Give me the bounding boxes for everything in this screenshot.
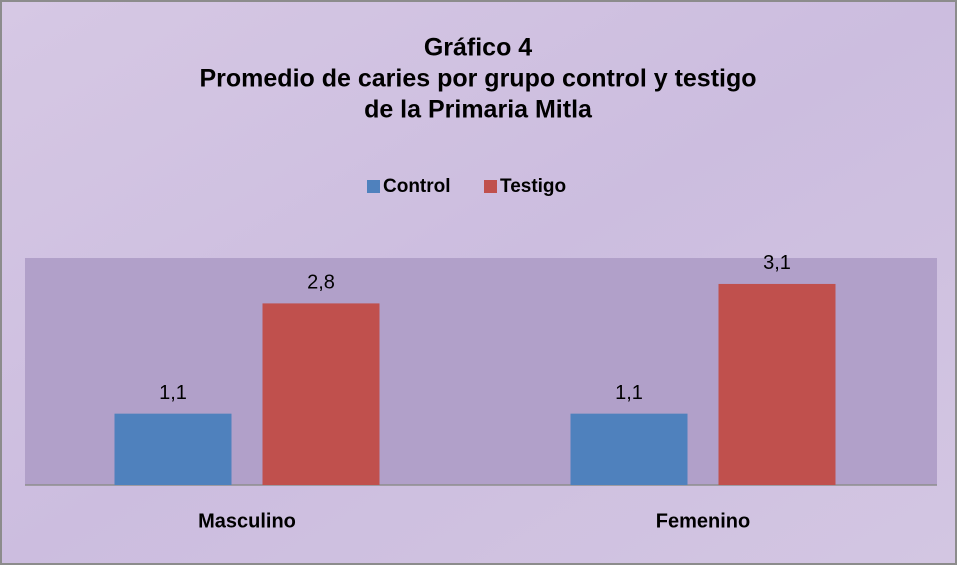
bar: [114, 413, 232, 485]
chart-title: Promedio de caries por grupo control y t…: [199, 65, 756, 93]
legend-swatch: [367, 180, 380, 193]
data-label: 2,8: [307, 272, 335, 294]
data-label: 3,1: [763, 252, 791, 274]
legend-label: Control: [383, 176, 451, 197]
bar: [262, 303, 380, 485]
data-label: 1,1: [159, 382, 187, 404]
chart-title: de la Primaria Mitla: [364, 96, 593, 124]
bar: [570, 413, 688, 485]
x-tick-label: Femenino: [656, 510, 750, 532]
chart-title: Gráfico 4: [424, 34, 532, 62]
legend-swatch: [484, 180, 497, 193]
x-tick-label: Masculino: [198, 510, 296, 532]
legend-label: Testigo: [500, 176, 566, 197]
data-label: 1,1: [615, 382, 643, 404]
bar: [718, 283, 836, 485]
